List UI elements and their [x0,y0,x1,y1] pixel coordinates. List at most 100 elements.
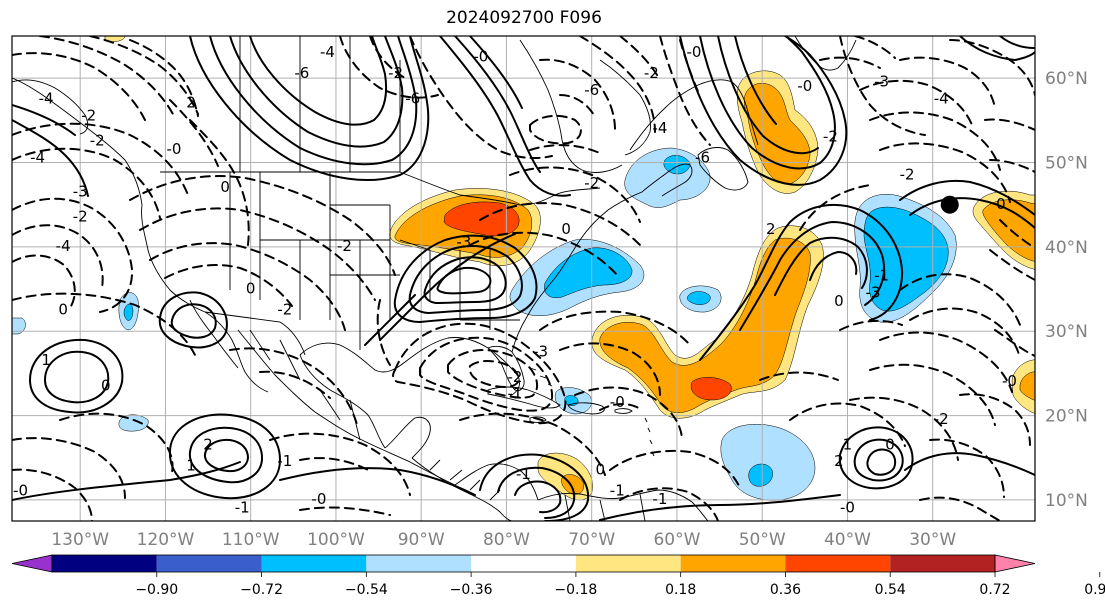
colorbar-segment [261,555,367,572]
contour-solid-pac-low-2 [170,303,217,339]
contour-solid-natl-3 [717,36,819,155]
colorbar-tick-label: 0.72 [979,582,1010,598]
contour-dash-carib-1 [459,412,606,476]
contour-label: -4 [39,89,54,107]
border-central-america [429,459,501,501]
contour-dash-small-low [529,114,582,145]
contour-label: -3 [874,73,889,91]
lon-tick-label: 30°W [909,530,956,550]
contour-label: -1 [610,482,625,500]
contour-dash-east-edge-2 [989,249,1035,281]
colorbar-tick-label: −0.72 [240,582,283,598]
contour-dash-hudson-1 [409,36,553,159]
shade-atlantic-blue [544,247,633,298]
coast-hispaniola [567,402,605,415]
contour-label: 0 [595,461,605,479]
lon-tick-label: 90°W [398,530,445,550]
contour-label: -6 [695,149,710,167]
latitude-labels: 60°N 50°N 40°N 30°N 20°N 10°N [1045,69,1088,511]
border-us-mexico [204,311,306,356]
colorbar-segment [156,555,262,572]
contour-dash-natl-1 [839,36,926,136]
contour-dash-carib-2 [609,449,741,489]
contour-dash-east-edge-1 [999,219,1035,249]
contour-label: -2 [90,132,105,150]
coast-yucatan [384,416,431,459]
contour-dash-atl-south-2 [759,371,839,381]
border-canada-provinces [239,36,401,172]
colorbar-tick-label: 0.54 [875,582,906,598]
lat-tick-label: 20°N [1045,407,1088,427]
colorbar: −0.90 −0.72 −0.54 −0.36 −0.18 0.18 0.36 0.54 0.7… [11,554,1105,598]
location-marker [940,195,959,214]
lat-tick-label: 30°N [1045,322,1088,342]
contour-dash-eus-trough-4 [468,360,520,388]
contour-solid-eatl-trough-4 [809,250,858,281]
contour-dash-canada-w-1 [189,119,250,246]
contour-dash-lab-2 [679,39,701,97]
contour-solid-eatl-trough-2 [739,220,885,331]
contour-label: -4 [652,119,667,137]
contour-dash-atl-sub-3 [559,342,661,396]
colorbar-tick-label: 0.18 [665,582,696,598]
contour-label: -6 [294,64,309,82]
contour-solid-pac-low-1 [158,291,228,349]
contour-dash-mex-2 [259,370,331,399]
colorbar-segment [471,555,576,572]
contour-solid-pac-high-2 [43,350,110,404]
contour-solid-atl-east-3 [904,452,1035,476]
lat-tick-label: 40°N [1045,238,1088,258]
contour-solid-carib-low-2 [497,466,576,519]
contour-label: -2 [388,64,403,82]
contour-label: -2 [584,174,599,192]
contour-label: -3 [866,283,881,301]
colorbar-tick-label: −0.18 [554,582,597,598]
contour-solid-greatlakes-4 [436,266,492,295]
contour-dash-atl-mid-2 [839,319,903,331]
contour-label: 0 [246,279,256,297]
contour-label: 0 [834,292,844,310]
coast-south-america [537,489,709,521]
contour-dash-eatl-1 [899,273,1021,326]
contour-label: -3 [456,233,471,251]
contour-label: -4 [320,43,335,61]
contour-dash-pac-nw-1 [12,52,146,121]
contour-label: 1 [843,435,853,453]
colorbar-extend-high [994,554,1036,573]
contour-solid-canada-3 [229,36,404,148]
contour-solid-eatl-trough-3 [774,236,868,296]
coast-puerto-rico [614,408,633,414]
contour-dash-ne-2 [854,36,896,59]
shade-east-orange [982,199,1035,262]
contour-dash-hudson-3 [559,94,596,118]
contour-dash-eatl-4 [869,363,996,426]
contour-dash-pac-nw-4 [129,39,199,117]
contour-label: -0 [610,393,625,411]
contour-dash-eatl-2 [909,307,1021,359]
contour-dash-us-west-3 [139,207,376,301]
contour-dash-natl-2 [859,79,973,126]
lon-tick-label: 120°W [137,530,195,550]
colorbar-segment [366,555,472,572]
lon-tick-label: 80°W [483,530,530,550]
shade-east-orange2 [1019,371,1035,401]
contour-label: -2 [81,106,96,124]
contour-label: 0 [996,195,1006,213]
contour-label: -2 [900,165,915,183]
contour-dash-tropic-3 [299,506,391,516]
coast-baja-peninsula [189,299,239,369]
contour-label: -2 [277,300,292,318]
contour-solid-carib-low-1 [479,453,590,521]
contour-dash-ne-1 [819,56,881,69]
colorbar-segment [680,555,786,572]
contour-dash-natl-8 [989,159,1035,173]
contour-solid-pac-high-3 [168,413,282,500]
contour-label: 2 [203,435,213,453]
contour-solid-greatlakes-2 [408,244,523,315]
contour-solid-eatl-trough-1 [699,203,904,361]
contour-dash-pac-sub-2 [59,412,174,473]
contour-solid-atl-east [899,179,1035,216]
contour-dash-quebec-1 [579,36,656,133]
contour-dash-natl-5 [899,56,996,109]
contour-dash-pac-sub-1 [12,292,196,356]
